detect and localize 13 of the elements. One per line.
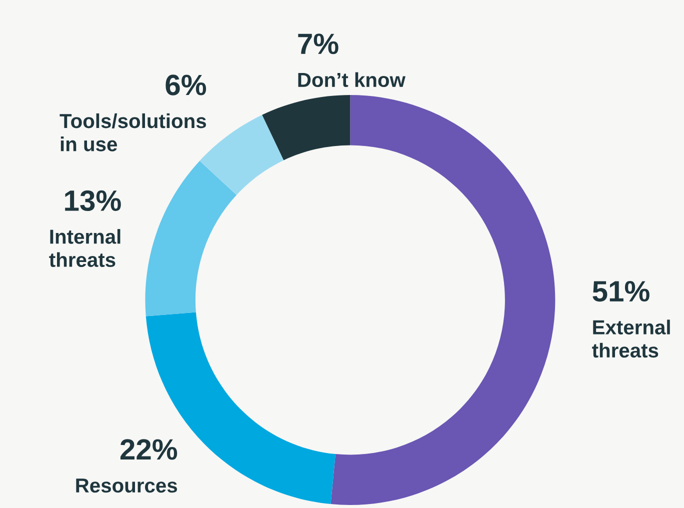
donut-slice xyxy=(262,94,350,160)
slice-label: External threats xyxy=(592,320,670,358)
donut-slice xyxy=(145,160,237,316)
donut-slice xyxy=(330,94,556,505)
slice-label: Don’t know xyxy=(298,72,406,88)
data-label: 7% xyxy=(298,34,338,54)
data-label: 6% xyxy=(166,74,206,96)
slice-label: Tools/solutions in use xyxy=(60,113,206,152)
data-label: 22% xyxy=(120,439,178,460)
slice-label: Internal threats xyxy=(49,229,120,268)
slice-label: Resources xyxy=(76,478,178,493)
data-label: 51% xyxy=(592,281,650,302)
data-label: 13% xyxy=(65,190,121,212)
